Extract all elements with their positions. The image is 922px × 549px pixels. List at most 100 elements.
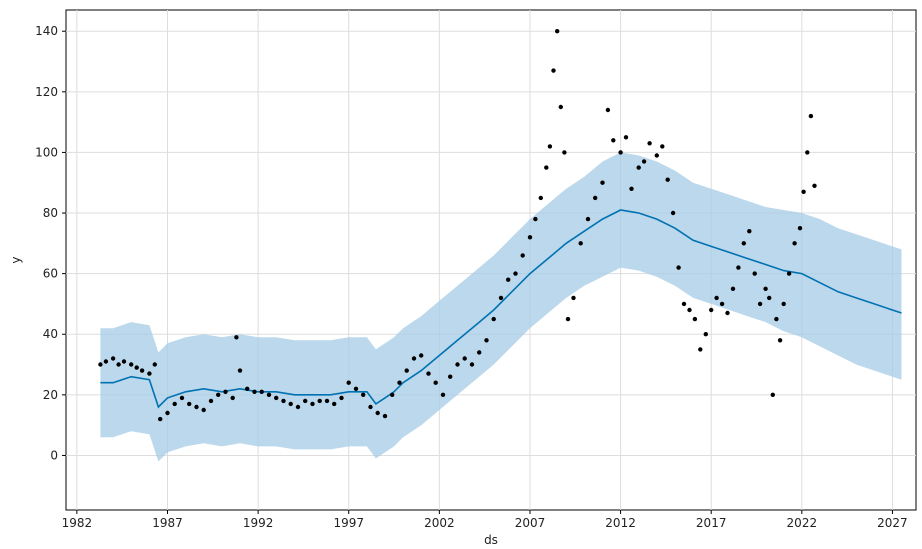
observed-point <box>585 216 591 222</box>
x-tick-label: 2017 <box>696 516 727 530</box>
observed-point <box>259 389 264 394</box>
observed-points-layer <box>98 29 817 422</box>
observed-point <box>725 310 730 316</box>
observed-point <box>448 374 453 379</box>
observed-point <box>332 401 337 407</box>
observed-point <box>179 395 185 401</box>
x-axis-ticks: 1982 1987 1992 1997 2002 2007 2012 2017 2022 2027 <box>62 510 908 530</box>
observed-point <box>781 301 786 307</box>
observed-point <box>805 150 810 155</box>
observed-point <box>703 332 708 337</box>
observed-point <box>747 229 752 234</box>
observed-point <box>152 362 157 367</box>
observed-point <box>714 295 719 301</box>
observed-point <box>593 195 598 201</box>
observed-point <box>426 371 431 376</box>
observed-point <box>237 368 243 373</box>
observed-point <box>636 165 641 170</box>
observed-point <box>165 410 170 416</box>
observed-point <box>681 301 687 307</box>
y-tick-label: 0 <box>50 448 58 462</box>
observed-point <box>129 362 134 367</box>
forecast-line <box>100 209 902 409</box>
observed-point <box>558 104 563 110</box>
observed-point <box>513 271 518 276</box>
observed-point <box>346 380 351 385</box>
observed-point <box>555 29 560 34</box>
observed-point <box>397 380 402 385</box>
observed-point <box>201 407 206 413</box>
x-tick-label: 2027 <box>877 516 908 530</box>
observed-point <box>172 401 177 407</box>
observed-point <box>382 413 388 419</box>
x-tick-label: 1997 <box>333 516 364 530</box>
y-tick-label: 60 <box>43 267 58 281</box>
observed-point <box>763 286 768 291</box>
observed-point <box>792 241 797 246</box>
observed-point <box>498 295 504 301</box>
observed-point <box>139 368 145 373</box>
observed-point <box>440 392 446 397</box>
observed-point <box>801 189 806 194</box>
observed-point <box>736 265 741 270</box>
observed-point <box>641 159 647 164</box>
observed-point <box>419 353 424 358</box>
observed-point <box>808 113 814 119</box>
observed-point <box>797 226 803 231</box>
y-tick-label: 120 <box>35 85 58 99</box>
observed-point <box>252 389 257 394</box>
y-tick-label: 100 <box>35 145 58 159</box>
observed-point <box>433 380 438 385</box>
observed-point <box>562 150 567 155</box>
observed-point <box>375 410 380 416</box>
observed-point <box>698 347 703 352</box>
observed-point <box>538 195 543 201</box>
uncertainty-band-layer <box>100 152 902 462</box>
observed-point <box>600 180 605 185</box>
y-tick-label: 140 <box>35 24 58 38</box>
observed-point <box>654 153 659 158</box>
observed-point <box>578 241 583 246</box>
observed-point <box>629 186 634 191</box>
x-tick-label: 2022 <box>787 516 818 530</box>
y-axis-label: y <box>9 256 23 263</box>
x-tick-label: 1992 <box>243 516 274 530</box>
observed-point <box>527 235 533 240</box>
observed-point <box>281 398 286 404</box>
observed-point <box>520 253 525 258</box>
observed-point <box>462 356 467 361</box>
observed-point <box>469 362 475 367</box>
observed-point <box>741 241 746 246</box>
observed-point <box>147 371 152 376</box>
observed-point <box>660 144 665 149</box>
y-tick-label: 20 <box>43 388 58 402</box>
observed-point <box>719 301 725 307</box>
x-tick-label: 2012 <box>605 516 636 530</box>
x-tick-label: 1987 <box>152 516 183 530</box>
observed-point <box>116 362 121 367</box>
observed-point <box>266 392 272 397</box>
observed-point <box>216 392 221 397</box>
observed-point <box>368 404 373 410</box>
observed-point <box>774 316 779 322</box>
observed-point <box>565 316 571 322</box>
observed-point <box>777 338 783 343</box>
x-tick-label: 2007 <box>515 516 546 530</box>
observed-point <box>361 392 366 397</box>
observed-point <box>618 150 623 155</box>
observed-point <box>103 359 109 364</box>
observed-point <box>339 395 344 401</box>
observed-point <box>303 398 308 404</box>
observed-point <box>623 135 629 140</box>
y-tick-label: 80 <box>43 206 58 220</box>
observed-point <box>194 404 199 410</box>
observed-point <box>404 368 409 373</box>
observed-point <box>571 295 576 301</box>
observed-point <box>134 365 139 370</box>
observed-point <box>208 398 214 404</box>
observed-point <box>665 177 670 182</box>
observed-point <box>770 392 775 397</box>
observed-point <box>692 316 698 322</box>
observed-point <box>310 401 315 407</box>
